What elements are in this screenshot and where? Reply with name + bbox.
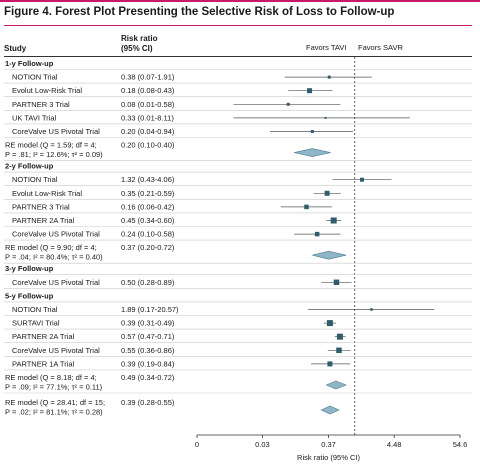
overall-risk-ratio: 0.39 (0.28-0.55) bbox=[121, 398, 175, 407]
summary-stat-line1: RE model (Q = 9.90; df = 4; bbox=[5, 243, 97, 252]
point-estimate-square bbox=[330, 217, 337, 224]
study-risk-ratio: 0.33 (0.01-8.11) bbox=[121, 113, 174, 122]
risk-ratio-label: Risk ratio bbox=[121, 34, 158, 43]
study-risk-ratio: 1.32 (0.43-4.06) bbox=[121, 175, 175, 184]
favors-tavi-label: Favors TAVI bbox=[306, 43, 347, 52]
study-risk-ratio: 0.55 (0.36-0.86) bbox=[121, 346, 175, 355]
study-risk-ratio: 1.89 (0.17-20.57) bbox=[121, 305, 179, 314]
study-name: PARTNER 2A Trial bbox=[12, 332, 75, 341]
x-axis-title: Risk ratio (95% CI) bbox=[297, 453, 360, 462]
study-risk-ratio: 0.08 (0.01-0.58) bbox=[121, 100, 175, 109]
summary-risk-ratio: 0.20 (0.10-0.40) bbox=[121, 141, 175, 150]
section-title: 3-y Follow-up bbox=[5, 264, 54, 273]
study-name: PARTNER 3 Trial bbox=[12, 202, 70, 211]
study-risk-ratio: 0.57 (0.47-0.71) bbox=[121, 332, 175, 341]
summary-stat-line2: P = .09; I² = 77.1%; τ² = 0.11) bbox=[5, 383, 103, 392]
study-name: PARTNER 1A Trial bbox=[12, 359, 75, 368]
point-estimate-square bbox=[314, 231, 320, 237]
study-name: Evolut Low-Risk Trial bbox=[12, 189, 82, 198]
favors-savr-label: Favors SAVR bbox=[358, 43, 403, 52]
summary-stat-line2: P = .04; I² = 80.4%; τ² = 0.40) bbox=[5, 253, 103, 262]
header-divider bbox=[4, 56, 472, 57]
summary-stat-line2: P = .81; I² = 12.6%; τ² = 0.09) bbox=[5, 150, 103, 159]
point-estimate-square bbox=[324, 190, 330, 196]
section-title: 1-y Follow-up bbox=[5, 59, 54, 68]
overall-stat-line1: RE model (Q = 28.41; df = 15; bbox=[5, 398, 105, 407]
point-estimate-square bbox=[360, 177, 365, 182]
summary-stat-line1: RE model (Q = 8.18; df = 4; bbox=[5, 373, 97, 382]
study-risk-ratio: 0.39 (0.31-0.49) bbox=[121, 319, 175, 328]
point-estimate-square bbox=[336, 347, 342, 354]
title-divider bbox=[4, 25, 472, 26]
study-risk-ratio: 0.24 (0.10-0.58) bbox=[121, 230, 175, 239]
summary-risk-ratio: 0.49 (0.34-0.72) bbox=[121, 373, 175, 382]
summary-diamond bbox=[294, 148, 331, 157]
summary-risk-ratio: 0.37 (0.20-0.72) bbox=[121, 243, 175, 252]
summary-diamond bbox=[325, 380, 347, 390]
point-estimate-square bbox=[327, 361, 333, 367]
figure-title: Figure 4. Forest Plot Presenting the Sel… bbox=[4, 6, 395, 18]
point-estimate-square bbox=[324, 116, 327, 119]
study-name: NOTION Trial bbox=[12, 73, 58, 82]
study-risk-ratio: 0.35 (0.21-0.59) bbox=[121, 189, 175, 198]
x-tick-label: 0.37 bbox=[321, 440, 336, 449]
study-name: SURTAVI Trial bbox=[12, 319, 60, 328]
study-name: CoreValve US Pivotal Trial bbox=[12, 230, 100, 239]
x-tick-label: 0.03 bbox=[255, 440, 270, 449]
point-estimate-square bbox=[304, 204, 309, 210]
point-estimate-square bbox=[327, 75, 331, 79]
overall-diamond bbox=[320, 405, 340, 415]
study-name: CoreValve US Pivotal Trial bbox=[12, 127, 100, 136]
study-risk-ratio: 0.39 (0.19-0.84) bbox=[121, 359, 175, 368]
section-title: 5-y Follow-up bbox=[5, 291, 54, 300]
study-name: CoreValve US Pivotal Trial bbox=[12, 346, 100, 355]
summary-diamond bbox=[312, 250, 347, 260]
study-risk-ratio: 0.16 (0.06-0.42) bbox=[121, 202, 175, 211]
study-name: Evolut Low-Risk Trial bbox=[12, 86, 82, 95]
study-risk-ratio: 0.45 (0.34-0.60) bbox=[121, 216, 175, 225]
risk-ratio-ci-label: (95% CI) bbox=[121, 44, 153, 53]
point-estimate-square bbox=[310, 130, 314, 133]
column-header-risk-ratio: Risk ratio (95% CI) bbox=[121, 34, 157, 54]
point-estimate-square bbox=[286, 102, 290, 106]
study-risk-ratio: 0.18 (0.08-0.43) bbox=[121, 86, 175, 95]
study-risk-ratio: 0.20 (0.04-0.94) bbox=[121, 127, 175, 136]
top-accent-rule bbox=[0, 0, 480, 2]
summary-stat-line1: RE model (Q = 1.59; df = 4; bbox=[5, 141, 97, 150]
point-estimate-square bbox=[307, 88, 313, 94]
x-tick-label: 0 bbox=[195, 440, 199, 449]
point-estimate-square bbox=[326, 320, 333, 327]
study-name: NOTION Trial bbox=[12, 175, 58, 184]
study-name: UK TAVI Trial bbox=[12, 113, 57, 122]
study-name: PARTNER 3 Trial bbox=[12, 100, 70, 109]
point-estimate-square bbox=[336, 333, 343, 340]
x-tick-label: 4.48 bbox=[387, 440, 402, 449]
study-risk-ratio: 0.38 (0.07-1.91) bbox=[121, 73, 175, 82]
study-name: NOTION Trial bbox=[12, 305, 58, 314]
study-name: CoreValve US Pivotal Trial bbox=[12, 278, 100, 287]
column-header-study: Study bbox=[4, 44, 27, 53]
overall-stat-line2: P = .02; I² = 81.1%; τ² = 0.28) bbox=[5, 408, 103, 417]
point-estimate-square bbox=[370, 308, 373, 311]
study-risk-ratio: 0.50 (0.28-0.89) bbox=[121, 278, 175, 287]
x-tick-label: 54.6 bbox=[453, 440, 468, 449]
study-name: PARTNER 2A Trial bbox=[12, 216, 75, 225]
section-title: 2-y Follow-up bbox=[5, 162, 54, 171]
point-estimate-square bbox=[333, 279, 340, 286]
